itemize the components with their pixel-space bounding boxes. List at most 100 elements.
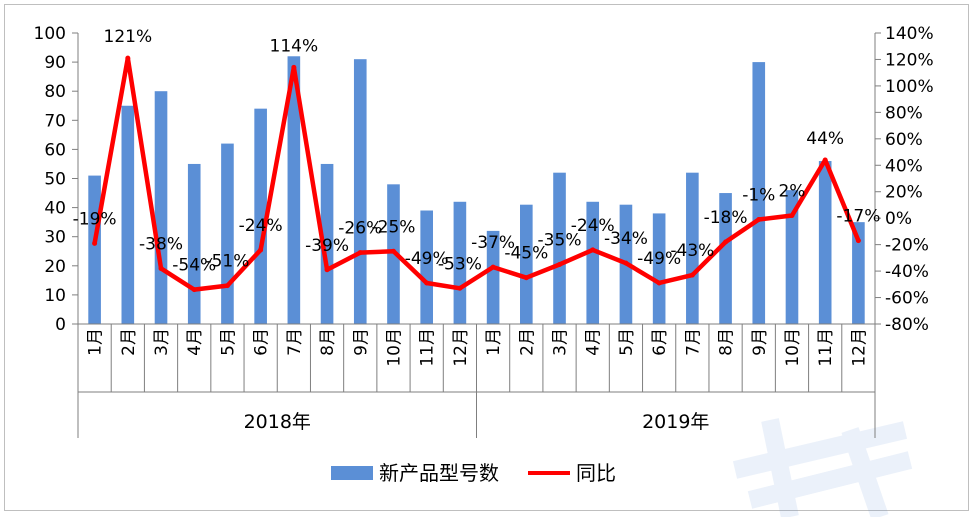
line-point bbox=[656, 280, 662, 286]
line-point bbox=[623, 260, 629, 266]
line-point bbox=[224, 283, 230, 289]
yoy-line bbox=[92, 55, 861, 292]
month-label: 4月 bbox=[185, 328, 205, 356]
month-label: 6月 bbox=[650, 328, 670, 356]
bar bbox=[221, 143, 234, 324]
right-tick-label: 120% bbox=[885, 50, 934, 70]
line-data-label: -38% bbox=[139, 234, 183, 254]
bar bbox=[752, 62, 766, 324]
right-tick-label: 80% bbox=[885, 103, 923, 123]
left-tick-label: 90 bbox=[44, 53, 66, 73]
month-label: 5月 bbox=[617, 328, 637, 356]
line-data-label: -26% bbox=[338, 219, 382, 239]
month-label: 1月 bbox=[86, 328, 106, 356]
month-label: 12月 bbox=[849, 328, 869, 367]
line-data-label: -53% bbox=[438, 254, 482, 274]
line-point bbox=[191, 287, 197, 293]
month-label: 5月 bbox=[218, 328, 238, 356]
legend-swatch-bar bbox=[331, 466, 373, 480]
bar-series bbox=[88, 56, 865, 324]
left-tick-label: 30 bbox=[44, 228, 66, 248]
line-point bbox=[258, 247, 264, 253]
bar bbox=[353, 59, 367, 324]
bar bbox=[187, 163, 201, 324]
bar bbox=[121, 105, 135, 324]
left-tick-label: 80 bbox=[44, 82, 66, 102]
line-point bbox=[92, 240, 98, 246]
month-label: 10月 bbox=[384, 328, 404, 367]
left-tick-label: 10 bbox=[44, 286, 66, 306]
line-data-label: -45% bbox=[504, 244, 548, 264]
line-data-label: -24% bbox=[239, 216, 283, 236]
watermark bbox=[732, 418, 913, 517]
line-point bbox=[756, 217, 762, 223]
line-data-label: 44% bbox=[806, 129, 844, 149]
line-data-label: -49% bbox=[405, 249, 449, 269]
line-series bbox=[92, 55, 861, 293]
right-tick-label: 20% bbox=[885, 183, 923, 203]
month-label: 7月 bbox=[683, 328, 703, 356]
line-data-label: -43% bbox=[670, 241, 714, 261]
bar bbox=[785, 190, 799, 324]
line-data-label: -24% bbox=[571, 216, 615, 236]
chart-frame bbox=[4, 4, 969, 511]
left-tick-label: 0 bbox=[55, 315, 66, 335]
month-label: 11月 bbox=[418, 328, 438, 367]
year-label: 2018年 bbox=[244, 411, 311, 433]
line-point bbox=[291, 64, 297, 70]
left-tick-label: 40 bbox=[44, 199, 66, 219]
right-tick-label: -40% bbox=[885, 262, 929, 282]
month-label: 8月 bbox=[318, 328, 338, 356]
right-tick-label: -20% bbox=[885, 236, 929, 256]
left-tick-label: 60 bbox=[44, 140, 66, 160]
bar bbox=[453, 201, 467, 324]
line-point bbox=[590, 247, 596, 253]
line-point bbox=[723, 239, 729, 245]
year-label: 2019年 bbox=[642, 411, 709, 433]
month-label: 3月 bbox=[152, 328, 172, 356]
month-label: 2月 bbox=[119, 328, 139, 356]
line-point bbox=[855, 238, 861, 244]
bar bbox=[154, 91, 168, 324]
line-data-labels: -19% 121% -38%-54%-51% -24% 114% -39%-26%-25%… bbox=[73, 27, 881, 275]
line-point bbox=[523, 275, 529, 281]
line-point bbox=[324, 267, 330, 273]
line-data-label: -25% bbox=[372, 217, 416, 237]
bar bbox=[287, 56, 301, 324]
line-point bbox=[689, 272, 695, 278]
line-point bbox=[390, 248, 396, 254]
right-tick-label: 60% bbox=[885, 130, 923, 150]
month-label: 12月 bbox=[451, 328, 471, 367]
line-point bbox=[357, 250, 363, 256]
legend-label-bar: 新产品型号数 bbox=[379, 461, 499, 485]
month-label: 8月 bbox=[717, 328, 737, 356]
line-data-label: -17% bbox=[836, 207, 880, 227]
line-data-label: -19% bbox=[73, 209, 117, 229]
line-data-label: -1% bbox=[742, 186, 775, 206]
right-tick-label: 0% bbox=[885, 209, 912, 229]
line-data-label: 114% bbox=[270, 36, 319, 56]
line-data-label: -54% bbox=[172, 256, 216, 276]
month-label: 2月 bbox=[517, 328, 537, 356]
bar bbox=[586, 201, 600, 324]
month-label: 4月 bbox=[584, 328, 604, 356]
line-point bbox=[424, 280, 430, 286]
line-point bbox=[457, 285, 463, 291]
line-data-label: -39% bbox=[305, 236, 349, 256]
line-data-label: 121% bbox=[104, 27, 153, 47]
line-data-label: 2% bbox=[778, 182, 805, 202]
right-tick-label: -80% bbox=[885, 315, 929, 335]
left-y-axis: 0 10 20 30 40 50 60 70 80 90 100 bbox=[34, 24, 79, 335]
line-point bbox=[158, 265, 164, 271]
bar bbox=[818, 161, 832, 324]
line-data-label: -35% bbox=[538, 230, 582, 250]
left-tick-label: 50 bbox=[44, 170, 66, 190]
x-categories: 1月 2月 3月 4月 5月 6月 7月 8月 9月 10月 11月 12月 2018年 1月 2月 3月 4月… bbox=[77, 324, 876, 438]
month-label: 1月 bbox=[484, 328, 504, 356]
month-label: 6月 bbox=[252, 328, 272, 356]
line-data-label: -51% bbox=[205, 252, 249, 272]
line-point bbox=[822, 157, 828, 163]
legend-label-line: 同比 bbox=[576, 461, 616, 485]
bar bbox=[486, 230, 500, 324]
